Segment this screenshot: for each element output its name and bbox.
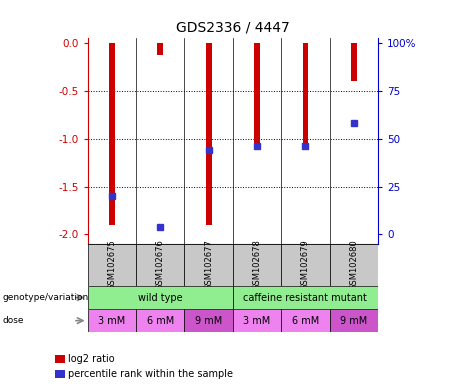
Text: 3 mM: 3 mM xyxy=(243,316,271,326)
Bar xyxy=(330,309,378,332)
Text: GSM102676: GSM102676 xyxy=(156,240,165,290)
Legend: log2 ratio, percentile rank within the sample: log2 ratio, percentile rank within the s… xyxy=(51,351,237,383)
Bar xyxy=(281,309,330,332)
Bar xyxy=(351,43,357,81)
Text: GSM102679: GSM102679 xyxy=(301,240,310,290)
Text: GSM102678: GSM102678 xyxy=(253,240,261,290)
Bar xyxy=(184,309,233,332)
Bar xyxy=(88,244,136,286)
Text: 3 mM: 3 mM xyxy=(98,316,125,326)
Bar xyxy=(136,244,184,286)
Text: 9 mM: 9 mM xyxy=(340,316,367,326)
Text: dose: dose xyxy=(2,316,24,325)
Bar xyxy=(184,244,233,286)
Text: GSM102675: GSM102675 xyxy=(107,240,116,290)
Text: 6 mM: 6 mM xyxy=(147,316,174,326)
Title: GDS2336 / 4447: GDS2336 / 4447 xyxy=(176,20,290,35)
Bar xyxy=(88,309,136,332)
Bar xyxy=(109,43,115,225)
Bar xyxy=(157,43,163,55)
Bar xyxy=(302,43,308,144)
Bar xyxy=(136,309,184,332)
Text: wild type: wild type xyxy=(138,293,183,303)
Text: caffeine resistant mutant: caffeine resistant mutant xyxy=(243,293,367,303)
Bar xyxy=(88,286,233,309)
Bar xyxy=(233,286,378,309)
Bar xyxy=(233,244,281,286)
Text: GSM102677: GSM102677 xyxy=(204,240,213,290)
Bar xyxy=(330,244,378,286)
Bar xyxy=(254,43,260,144)
Bar xyxy=(281,244,330,286)
Bar xyxy=(233,309,281,332)
Text: 9 mM: 9 mM xyxy=(195,316,222,326)
Bar xyxy=(206,43,212,225)
Text: genotype/variation: genotype/variation xyxy=(2,293,89,303)
Text: 6 mM: 6 mM xyxy=(292,316,319,326)
Text: GSM102680: GSM102680 xyxy=(349,240,358,290)
